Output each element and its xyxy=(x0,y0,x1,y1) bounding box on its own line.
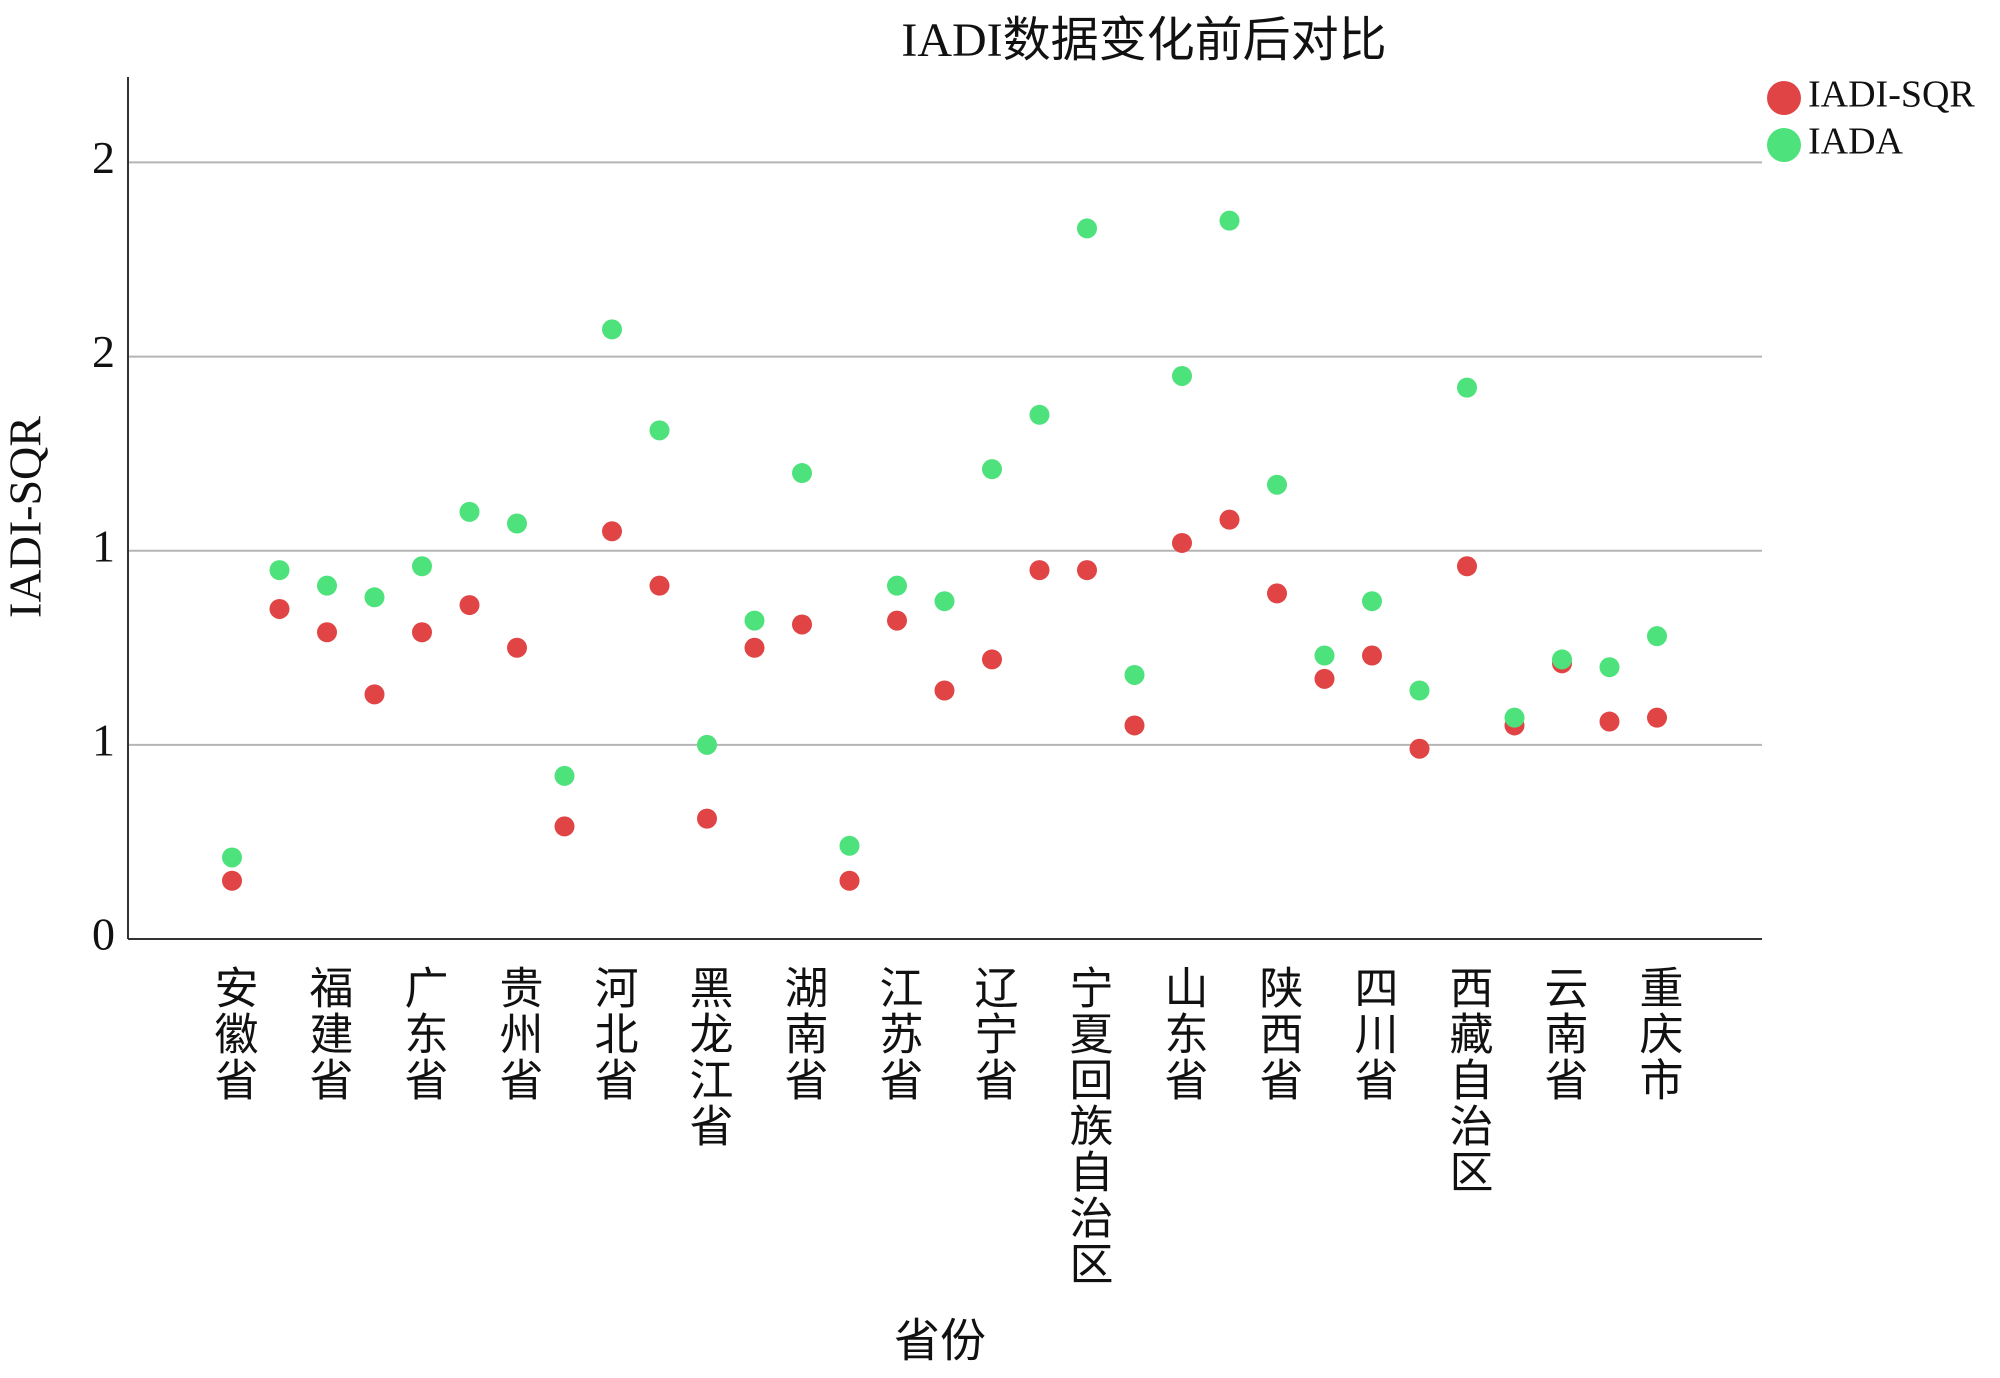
x-tick-label: 江苏省 xyxy=(873,965,923,1103)
point xyxy=(459,595,480,616)
point xyxy=(792,614,812,635)
point xyxy=(1504,707,1525,728)
point xyxy=(1409,680,1430,701)
x-tick-label: 湖南省 xyxy=(778,965,828,1103)
legend-label: IADA xyxy=(1808,121,1904,163)
point xyxy=(507,513,527,534)
point xyxy=(1362,591,1382,612)
point xyxy=(1647,707,1667,728)
point xyxy=(364,587,385,608)
point xyxy=(982,459,1002,480)
point xyxy=(887,575,907,596)
x-tick-label: 云南省 xyxy=(1538,965,1588,1103)
x-tick-label: 河北省 xyxy=(588,965,638,1103)
chart-title: IADI数据变化前后对比 xyxy=(901,14,1386,67)
point xyxy=(412,556,432,577)
point xyxy=(697,808,717,829)
point xyxy=(934,680,955,701)
point xyxy=(1267,474,1287,495)
x-tick-label: 四川省 xyxy=(1348,965,1398,1103)
point xyxy=(1457,556,1477,577)
point xyxy=(602,319,622,340)
point xyxy=(507,637,527,658)
x-axis-label: 省份 xyxy=(894,1316,986,1367)
point xyxy=(1219,509,1240,530)
point xyxy=(982,649,1002,670)
point xyxy=(1552,649,1572,670)
point xyxy=(1362,645,1382,666)
point xyxy=(1219,210,1240,231)
point xyxy=(317,622,337,643)
point xyxy=(744,637,765,658)
point xyxy=(317,575,337,596)
y-axis-label: IADI-SQR xyxy=(0,416,51,618)
point xyxy=(1457,377,1477,398)
y-tick-label: 1 xyxy=(92,520,115,571)
point xyxy=(554,816,575,837)
point xyxy=(1599,657,1620,678)
point xyxy=(412,622,432,643)
y-tick-label: 1 xyxy=(92,714,115,765)
x-tick-label: 山东省 xyxy=(1158,965,1208,1103)
point xyxy=(649,420,670,441)
legend-label: IADI-SQR xyxy=(1808,74,1975,116)
x-tick-label: 广东省 xyxy=(398,965,448,1103)
y-tick-label: 2 xyxy=(92,132,115,183)
point xyxy=(222,847,242,868)
x-tick-label: 安徽省 xyxy=(208,965,259,1103)
point xyxy=(1647,626,1667,647)
point xyxy=(1409,738,1430,759)
point xyxy=(1599,711,1620,732)
x-tick-label: 黑龙江省 xyxy=(683,965,733,1149)
point xyxy=(1077,560,1097,581)
x-tick-label: 辽宁省 xyxy=(968,965,1018,1103)
x-tick-label: 陕西省 xyxy=(1253,965,1303,1103)
x-tick-label: 贵州省 xyxy=(493,965,543,1103)
x-tick-label: 西藏自治区 xyxy=(1443,965,1493,1195)
point xyxy=(697,734,717,755)
y-tick-label: 0 xyxy=(92,909,115,960)
x-tick-label: 宁夏回族自治区 xyxy=(1063,965,1113,1287)
point xyxy=(839,870,860,891)
legend-marker xyxy=(1767,128,1801,162)
y-tick-label: 2 xyxy=(92,326,115,377)
point xyxy=(554,765,575,786)
point xyxy=(1314,668,1335,689)
point xyxy=(1029,404,1050,425)
point xyxy=(364,684,385,705)
point xyxy=(1172,532,1192,553)
point xyxy=(1314,645,1335,666)
point xyxy=(269,560,290,581)
point xyxy=(1172,365,1192,386)
x-tick-label: 重庆市 xyxy=(1633,965,1683,1103)
point xyxy=(602,521,622,542)
point xyxy=(1124,664,1145,685)
point xyxy=(269,598,290,619)
point xyxy=(887,610,907,631)
point xyxy=(934,591,955,612)
point xyxy=(744,610,765,631)
point xyxy=(1029,560,1050,581)
x-tick-label: 福建省 xyxy=(303,965,354,1103)
point xyxy=(792,463,812,484)
point xyxy=(1077,218,1097,239)
point xyxy=(1267,583,1287,604)
point xyxy=(839,835,860,856)
legend-marker xyxy=(1767,81,1801,115)
point xyxy=(459,501,480,522)
point xyxy=(222,870,242,891)
point xyxy=(649,575,670,596)
point xyxy=(1124,715,1145,736)
